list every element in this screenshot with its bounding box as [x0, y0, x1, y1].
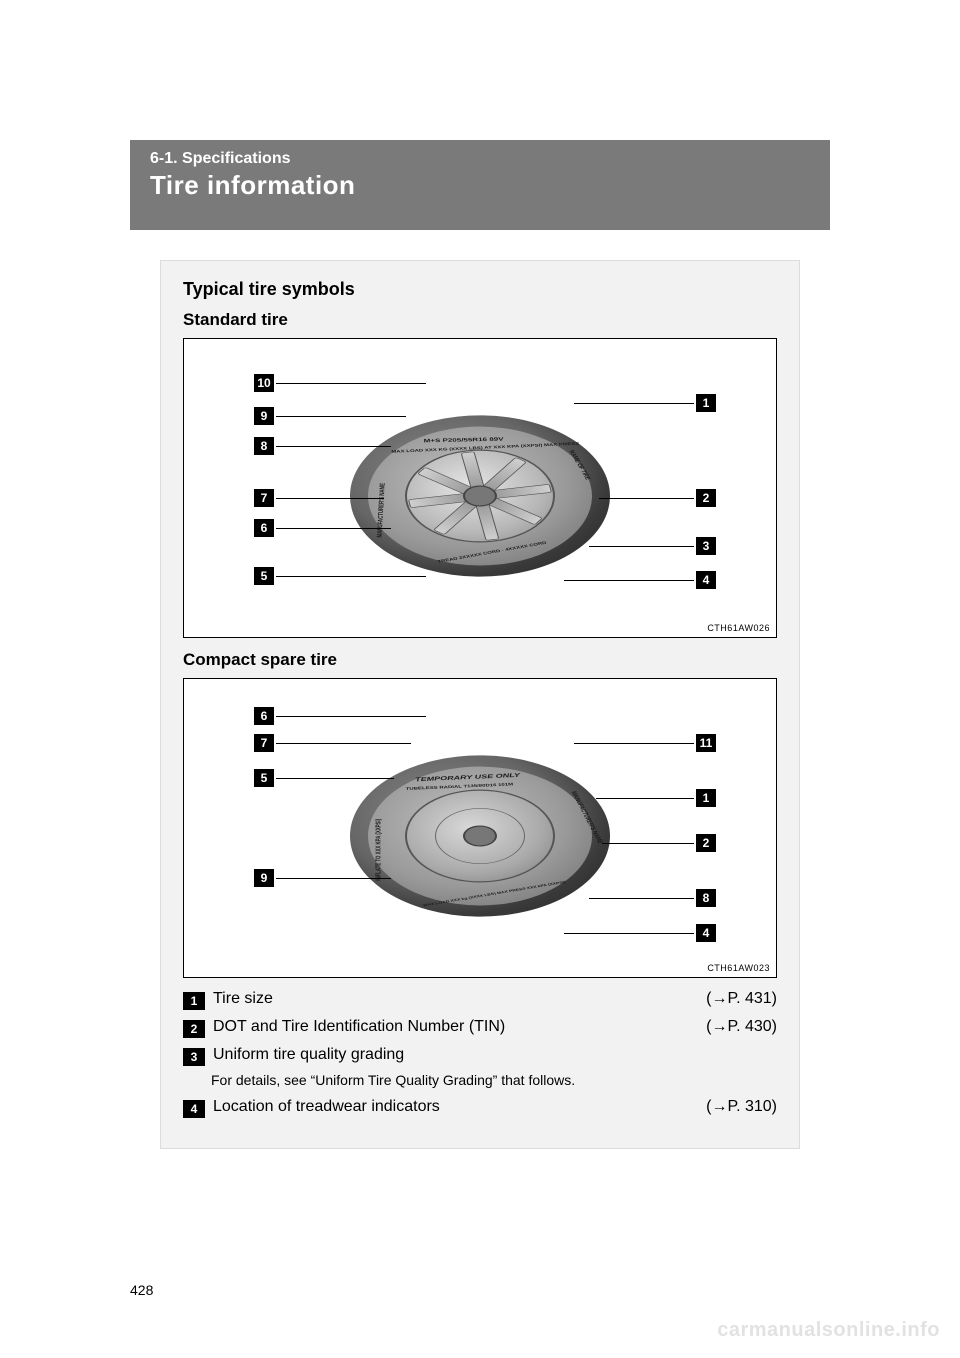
callout-line — [276, 528, 391, 529]
callout-marker: 2 — [696, 489, 716, 507]
callout-line — [564, 580, 694, 581]
legend-number: 2 — [183, 1020, 205, 1038]
sidewall-text: INFLATE TO XXX KPA (XXPSI) — [375, 819, 382, 881]
legend-number: 4 — [183, 1100, 205, 1118]
manual-page: 6-1. Specifications Tire information Typ… — [0, 0, 960, 1358]
legend-item: 1 Tire size (→P. 431) — [183, 990, 777, 1010]
page-title: Tire information — [150, 170, 810, 201]
figure-code: CTH61AW026 — [707, 623, 770, 633]
callout-marker: 6 — [254, 707, 274, 725]
callout-marker: 10 — [254, 374, 274, 392]
legend-ref: (→P. 431) — [706, 990, 777, 1008]
watermark: carmanualsonline.info — [717, 1319, 940, 1342]
legend-ref: (→P. 310) — [706, 1098, 777, 1116]
legend-list: 1 Tire size (→P. 431) 2 DOT and Tire Ide… — [183, 990, 777, 1118]
callout-marker: 4 — [696, 924, 716, 942]
box-title: Typical tire symbols — [183, 279, 777, 300]
sidewall-text: TUBELESS RADIAL T135/80D16 101M — [406, 783, 514, 791]
callout-marker: 7 — [254, 734, 274, 752]
callout-line — [276, 498, 384, 499]
callout-marker: 5 — [254, 769, 274, 787]
callout-marker: 7 — [254, 489, 274, 507]
legend-note: For details, see “Uniform Tire Quality G… — [211, 1072, 777, 1088]
callout-marker: 1 — [696, 394, 716, 412]
callout-line — [574, 743, 694, 744]
legend-item: 2 DOT and Tire Identification Number (TI… — [183, 1018, 777, 1038]
callout-line — [276, 716, 426, 717]
callout-marker: 6 — [254, 519, 274, 537]
callout-line — [589, 898, 694, 899]
callout-line — [276, 778, 394, 779]
page-number: 428 — [130, 1282, 153, 1298]
sidewall-text: TEMPORARY USE ONLY — [415, 772, 520, 783]
callout-marker: 5 — [254, 567, 274, 585]
callout-marker: 8 — [254, 437, 274, 455]
callout-marker: 11 — [696, 734, 716, 752]
callout-line — [599, 498, 694, 499]
legend-item: 4 Location of treadwear indicators (→P. … — [183, 1098, 777, 1118]
callout-line — [276, 878, 391, 879]
figure-code: CTH61AW023 — [707, 963, 770, 973]
callout-line — [596, 798, 694, 799]
callout-line — [276, 743, 411, 744]
spare-tire-figure: TEMPORARY USE ONLY TUBELESS RADIAL T135/… — [183, 678, 777, 978]
callout-marker: 4 — [696, 571, 716, 589]
section-header: 6-1. Specifications Tire information — [130, 140, 830, 230]
callout-line — [276, 576, 426, 577]
legend-number: 3 — [183, 1048, 205, 1066]
legend-ref: (→P. 430) — [706, 1018, 777, 1036]
callout-line — [574, 403, 694, 404]
legend-text: Location of treadwear indicators — [213, 1098, 694, 1116]
sidewall-text: MAX LOAD XXX KG (XXXX LBS) AT XXX KPA (X… — [391, 442, 579, 454]
tire-illustration: M+S P205/55R16 89V MAX LOAD XXX KG (XXXX… — [329, 403, 630, 590]
callout-marker: 3 — [696, 537, 716, 555]
callout-marker: 9 — [254, 869, 274, 887]
tire-illustration: TEMPORARY USE ONLY TUBELESS RADIAL T135/… — [329, 743, 630, 930]
callout-line — [276, 446, 391, 447]
sidewall-text: M+S P205/55R16 89V — [424, 436, 504, 443]
legend-item: 3 Uniform tire quality grading — [183, 1046, 777, 1066]
sidewall-text: NAME OF TIRE — [567, 450, 591, 481]
section-number: 6-1. Specifications — [150, 150, 810, 168]
sidewall-text: MAX LOAD XXX kg (XXXX LBS) MAX PRESS XXX… — [423, 880, 567, 907]
sidewall-text: MANUFACTURER'S NAME — [377, 483, 387, 538]
callout-line — [589, 546, 694, 547]
standard-tire-heading: Standard tire — [183, 310, 777, 330]
callout-marker: 2 — [696, 834, 716, 852]
callout-marker: 8 — [696, 889, 716, 907]
legend-note-text: For details, see “Uniform Tire Quality G… — [211, 1072, 777, 1088]
callout-line — [602, 843, 694, 844]
callout-marker: 9 — [254, 407, 274, 425]
standard-tire-figure: M+S P205/55R16 89V MAX LOAD XXX KG (XXXX… — [183, 338, 777, 638]
callout-line — [276, 416, 406, 417]
content-box: Typical tire symbols Standard tire — [160, 260, 800, 1149]
sidewall-text: TREAD 2XXXXX CORD · 4XXXXX CORD — [437, 541, 547, 564]
legend-text: Uniform tire quality grading — [213, 1046, 765, 1064]
legend-text: DOT and Tire Identification Number (TIN) — [213, 1018, 694, 1036]
callout-marker: 1 — [696, 789, 716, 807]
callout-line — [276, 383, 426, 384]
legend-number: 1 — [183, 992, 205, 1010]
callout-line — [564, 933, 694, 934]
legend-text: Tire size — [213, 990, 694, 1008]
spare-tire-heading: Compact spare tire — [183, 650, 777, 670]
